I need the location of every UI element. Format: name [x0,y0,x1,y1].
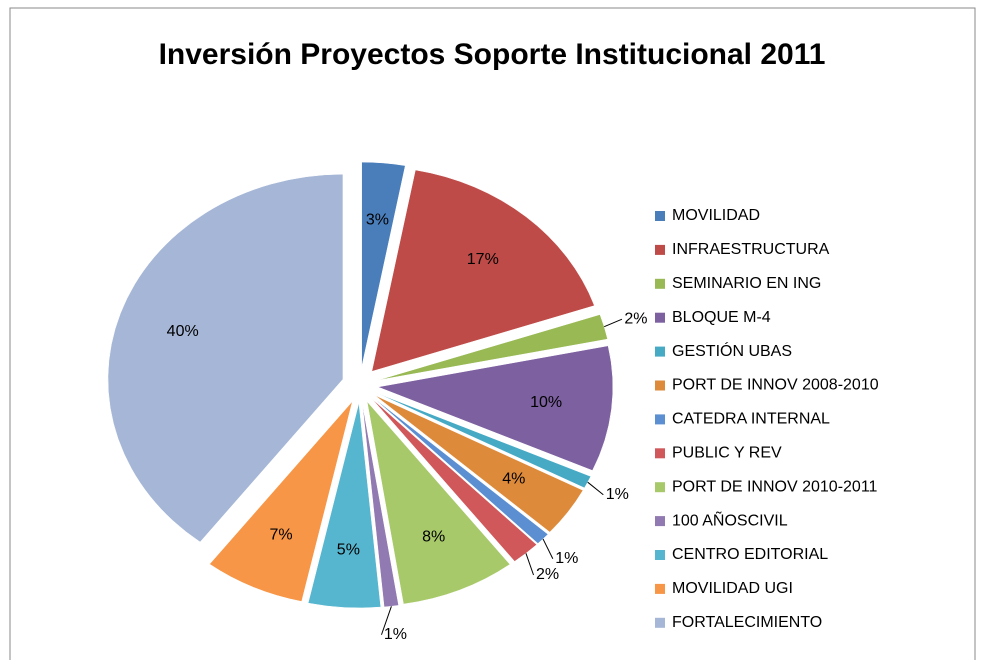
pie-slice [307,402,382,609]
legend-swatch [655,244,665,255]
data-label: 40% [167,323,199,340]
legend-swatch [655,312,665,323]
legend-label: SEMINARIO EN ING [672,275,821,292]
pie-slice [209,401,353,602]
legend-swatch [655,448,665,459]
legend-swatch [655,482,665,493]
data-label: 4% [502,471,525,488]
data-label: 1% [606,486,629,503]
pie-slice [366,400,511,605]
legend-swatch [655,414,665,425]
data-label: 3% [366,211,389,228]
data-label: 2% [624,310,647,327]
legend-label: FORTALECIMIENTO [672,614,822,631]
pie-slice [107,173,344,543]
data-label: 17% [467,251,499,268]
legend-label: PORT DE INNOV 2010-2011 [672,478,878,495]
legend-swatch [655,278,665,289]
leader-line [542,538,554,560]
legend-label: INFRAESTRUCTURA [672,241,830,258]
legend-label: MOVILIDAD [672,207,760,224]
pie-slice [376,345,614,471]
pie-slice [361,161,406,368]
chart-frame [9,7,976,660]
legend-label: MOVILIDAD UGI [672,580,793,597]
leader-line [587,481,604,496]
legend-label: 100 AÑOSCIVIL [672,509,788,529]
legend-label: CATEDRA INTERNAL [672,411,830,428]
data-label: 2% [536,566,559,583]
pie-slice [372,397,549,544]
legend-swatch [655,583,665,594]
legend-label: GESTIÓN UBAS [672,341,792,360]
leader-line [381,606,392,635]
pie-slice [371,169,595,372]
data-label: 7% [269,526,292,543]
legend-swatch [655,211,665,221]
data-label: 1% [555,550,578,567]
pie-slice [374,395,584,533]
data-label: 8% [422,528,445,545]
legend-label: CENTRO EDITORIAL [672,546,828,563]
legend-swatch [655,550,665,560]
legend-label: PORT DE INNOV 2008-2010 [672,377,879,394]
legend-swatch [655,380,665,391]
data-label: 1% [384,626,407,643]
leader-line [525,553,535,576]
legend-swatch [655,346,665,357]
legend-swatch [655,617,665,628]
legend-label: BLOQUE M-4 [672,309,771,326]
data-label: 5% [337,541,360,558]
data-label: 10% [530,394,562,411]
leader-line [604,318,623,328]
legend-label: PUBLIC Y REV [672,445,782,462]
legend-swatch [655,516,665,527]
chart-title: Inversión Proyectos Soporte Instituciona… [159,38,826,71]
